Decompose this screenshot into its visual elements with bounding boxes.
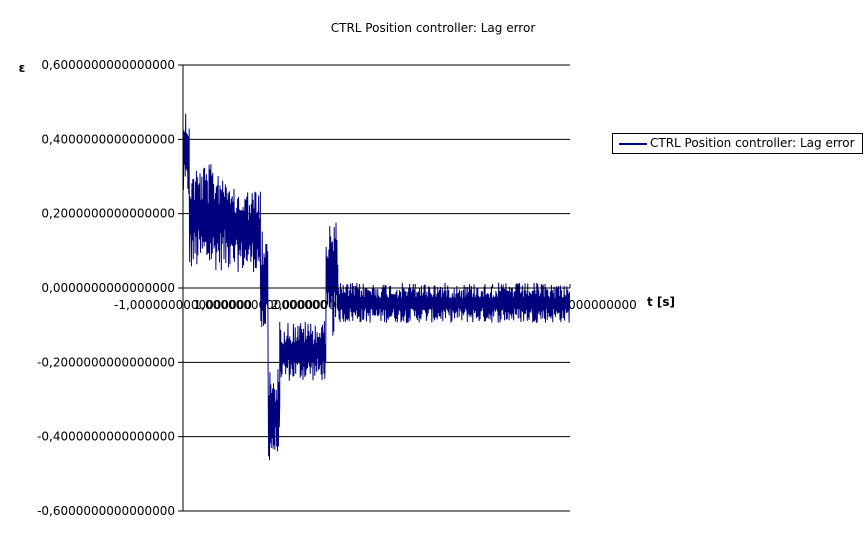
y-tick-label: 0,4000000000000000: [41, 132, 175, 146]
legend-swatch: [619, 143, 647, 145]
y-tick-label: 0,6000000000000000: [41, 58, 175, 72]
y-axis-label: ε: [19, 61, 26, 75]
legend-label: CTRL Position controller: Lag error: [650, 136, 855, 150]
legend: CTRL Position controller: Lag error: [612, 133, 863, 154]
y-tick-label: -0,6000000000000000: [37, 504, 175, 518]
y-tick-label: 0,2000000000000000: [41, 207, 175, 221]
chart-title: CTRL Position controller: Lag error: [331, 21, 536, 35]
x-axis-label: t [s]: [647, 295, 675, 309]
y-tick-labels: 0,6000000000000000 0,4000000000000000 0,20…: [37, 58, 175, 518]
series-line: [182, 113, 571, 461]
y-tick-label: 0,0000000000000000: [41, 281, 175, 295]
y-tick-label: -0,2000000000000000: [37, 355, 175, 369]
y-tick-label: -0,4000000000000000: [37, 430, 175, 444]
